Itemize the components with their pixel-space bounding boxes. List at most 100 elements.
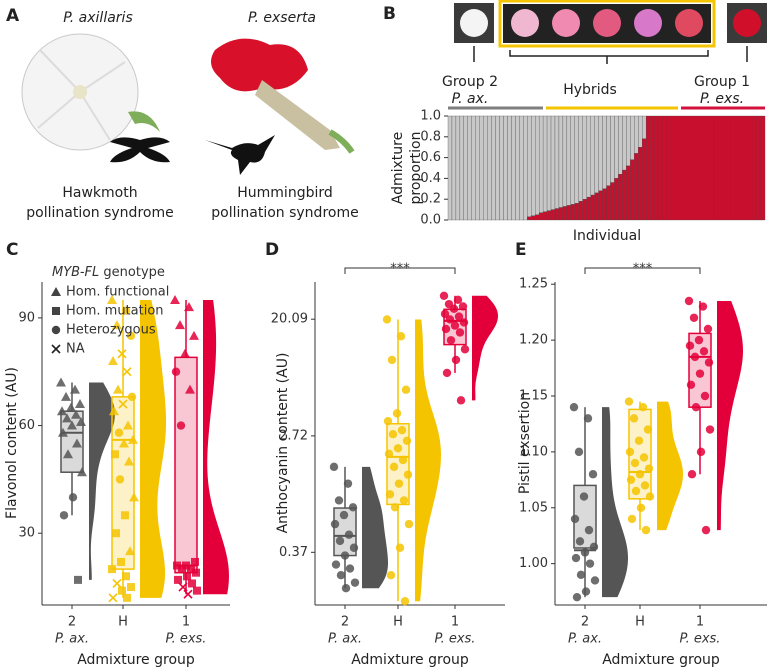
point [449,304,459,314]
bar [578,201,583,221]
point [627,514,637,524]
significance-label: *** [633,262,653,277]
point [178,582,188,592]
point [178,565,186,574]
point [334,496,344,505]
x-tick-label: 1 [182,615,190,630]
point [51,344,61,354]
point [67,420,77,430]
point [118,586,126,595]
point [189,330,199,340]
point [626,475,636,485]
point [66,402,76,412]
thumb-flower [511,9,539,37]
bar [562,206,568,221]
x-tick-sublabel: P. ax. [328,632,362,647]
point [125,546,135,556]
y-tick-label: 90 [18,310,35,325]
white-flower [21,33,170,163]
thumb-flower [552,9,580,37]
bar-other [527,115,532,218]
bar-other [447,115,453,221]
point [390,503,400,512]
point [630,458,640,468]
density [140,299,166,598]
legend-entry: Hom. mutation [66,304,164,319]
thumb-flower [733,9,761,37]
bar [653,115,659,221]
point [109,406,119,416]
bar [649,115,655,221]
bar-other [542,115,548,212]
y-tick-label: 60 [18,418,35,433]
point [687,470,697,479]
point [569,402,579,412]
point [112,529,120,538]
bar-other [523,115,528,221]
bar [570,204,575,221]
flower-veins [37,49,126,141]
density [717,301,743,531]
point [588,470,598,479]
legend-entry: Hom. functional [66,285,169,300]
density [89,382,115,580]
point [122,572,130,581]
point [645,492,655,501]
bar-other [562,115,568,207]
bar [642,138,647,221]
point [643,425,653,434]
point [572,592,582,602]
density [657,401,683,531]
bar [693,115,698,221]
point [123,593,131,602]
y-tick-label: 2.72 [279,428,308,443]
point [107,294,117,304]
point [339,510,349,520]
point [453,295,463,305]
point [635,470,645,479]
point [56,377,66,387]
group-name: Hybrids [563,82,617,98]
y-tick-label: 0.2 [420,192,441,207]
panel-letter: D [265,240,279,260]
bar [645,115,651,221]
x-tick-sublabel: P. exs. [435,632,476,647]
point [344,530,354,539]
bar [535,214,540,221]
point [108,565,116,574]
y-axis-label: Pistil exsertion [517,392,533,494]
point [123,420,133,430]
point [455,328,465,337]
box [111,396,135,570]
bar [729,115,734,221]
point [439,291,449,300]
bar-other [626,115,631,167]
moth [110,137,170,163]
point [454,312,464,321]
thumb-hybrid-frame [498,0,716,48]
point [450,321,460,330]
point [170,294,180,304]
point [129,492,139,502]
point [402,436,412,446]
bar [737,115,742,221]
point [119,438,129,448]
x-tick-label: 1 [451,615,459,630]
bar-other [570,115,575,205]
point [174,575,182,584]
flower-tube [255,80,340,150]
point [187,565,195,574]
point [191,557,199,566]
bar [665,115,671,221]
point [52,307,60,315]
point [639,453,649,462]
point [695,369,705,378]
legend-entry: Heterozygous [66,323,156,338]
y-axis-label: proportion [408,132,424,205]
bar-other [594,115,599,194]
y-tick-label: 1.0 [420,109,441,124]
group-species: P. ax. [452,91,489,107]
red-flower [205,38,355,175]
